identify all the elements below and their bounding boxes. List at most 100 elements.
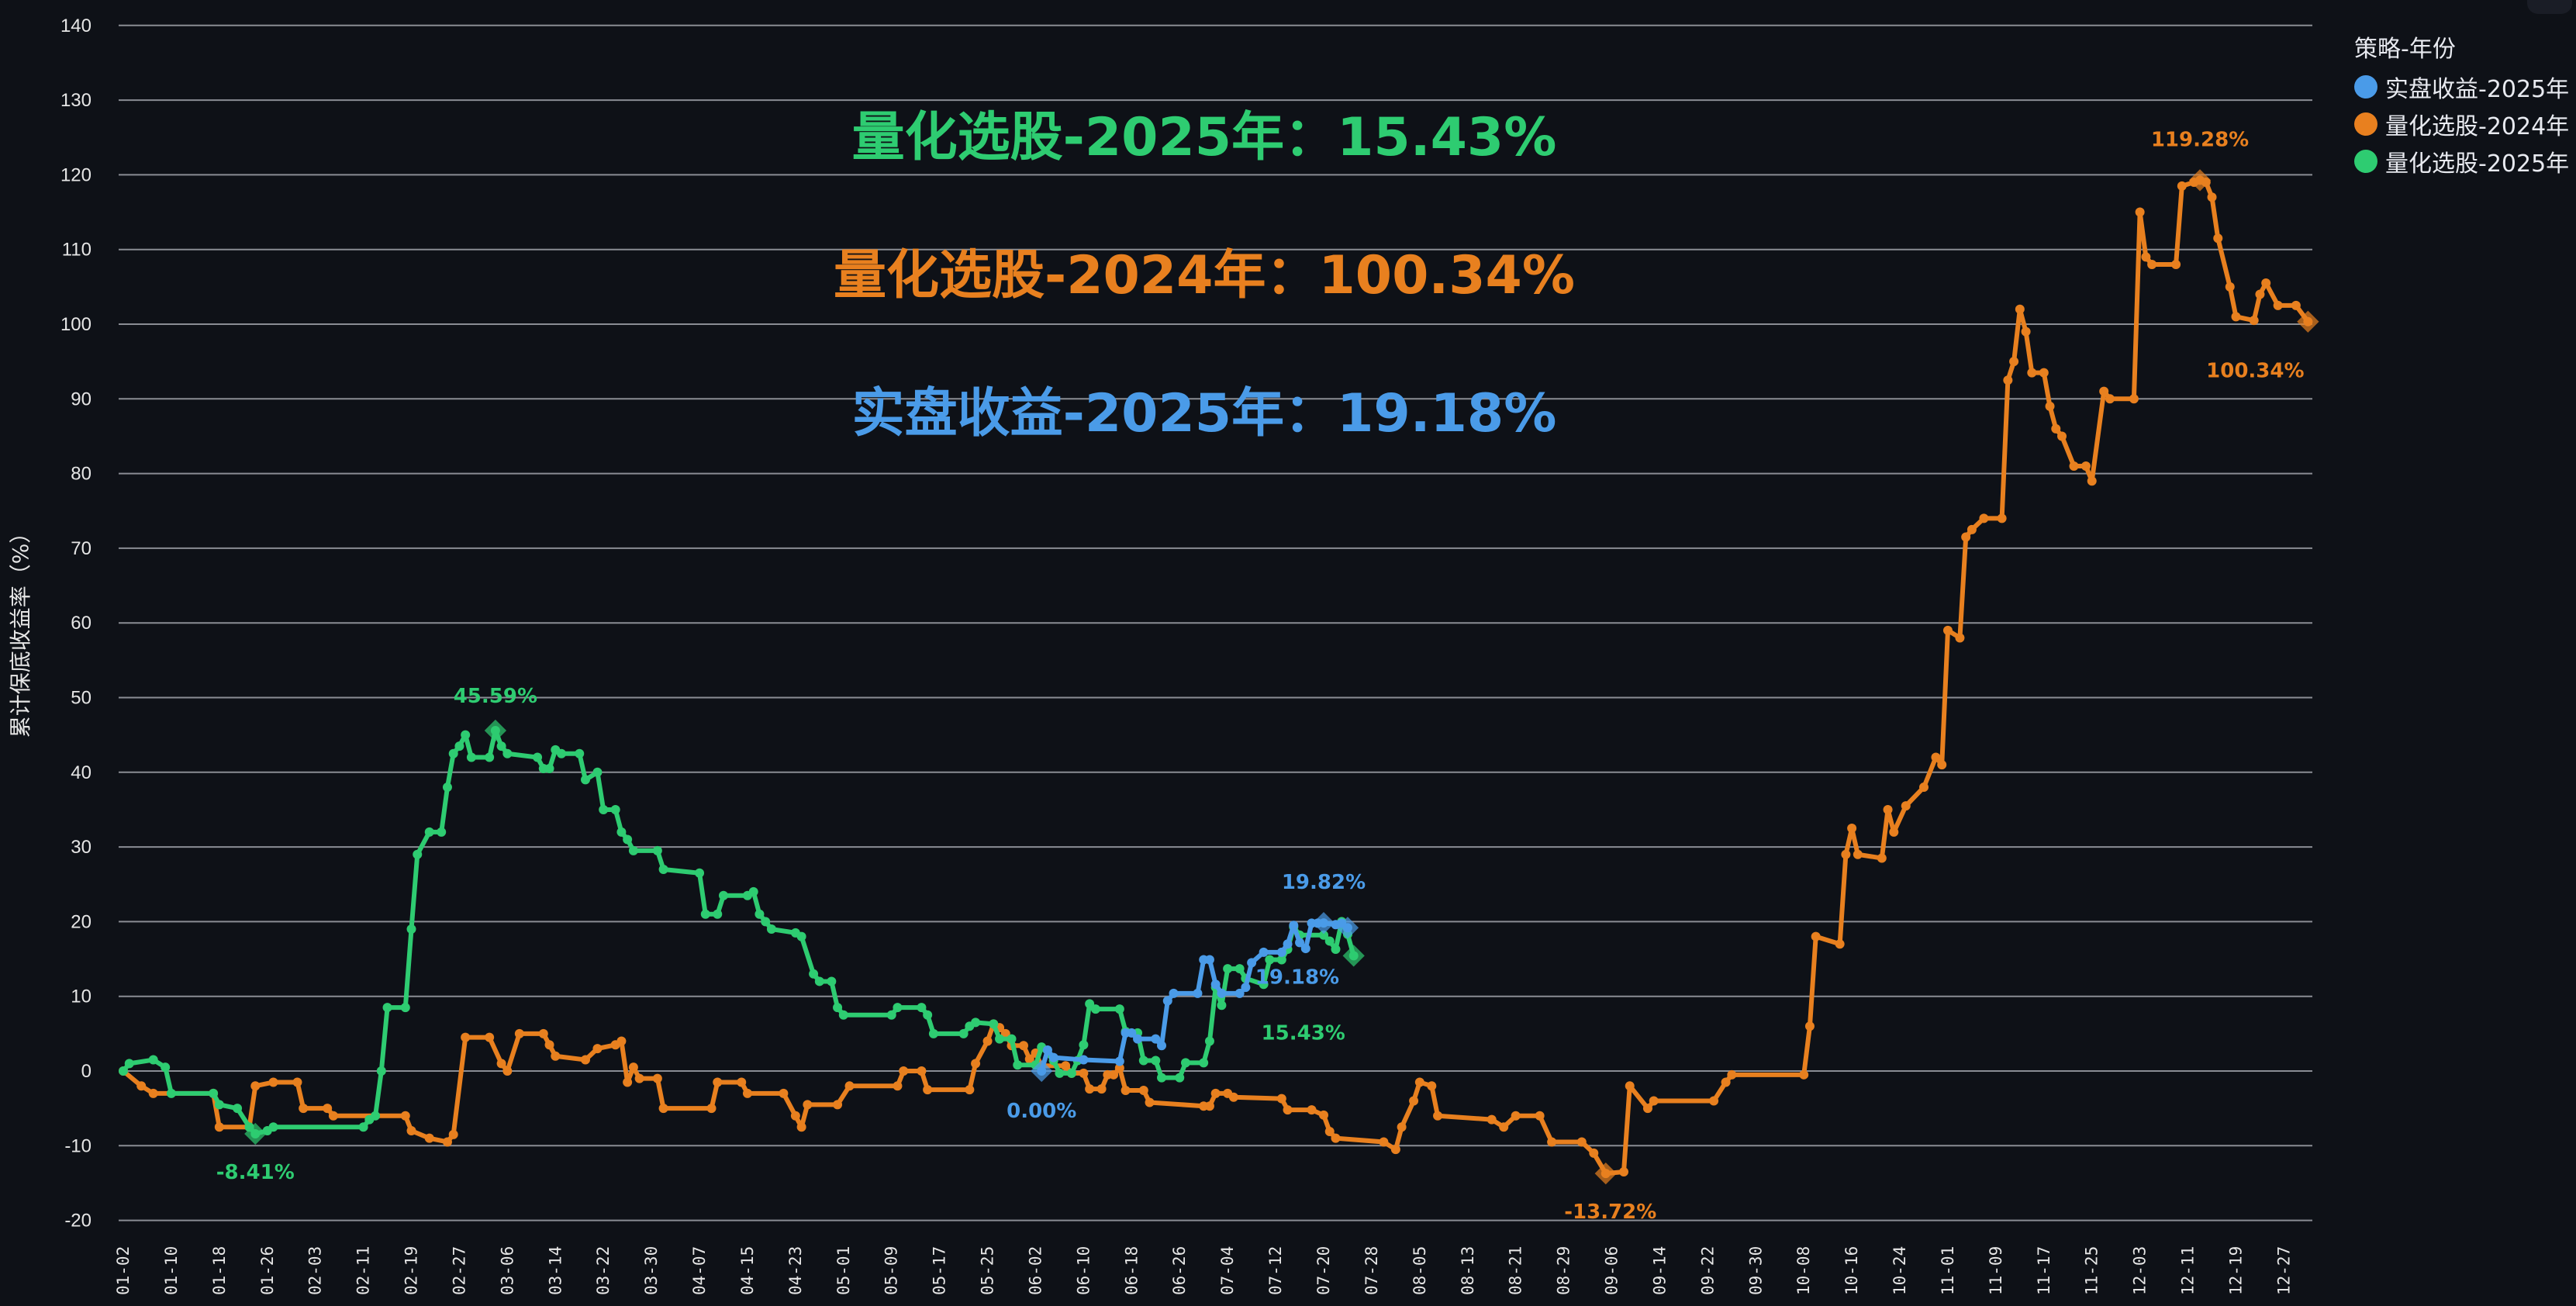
- data-point: [1931, 752, 1941, 762]
- data-point: [1019, 1041, 1028, 1051]
- data-point: [1055, 1068, 1065, 1078]
- data-point: [1619, 1167, 1628, 1177]
- data-point: [166, 1088, 176, 1098]
- y-tick-label: 130: [60, 90, 92, 111]
- data-point: [1331, 945, 1341, 955]
- legend-item-real-2025[interactable]: 实盘收益-2025年: [2354, 68, 2569, 105]
- x-tick-label: 07-12: [1266, 1246, 1285, 1295]
- diamond-marker: [244, 1122, 267, 1145]
- x-tick-label: 06-10: [1074, 1246, 1093, 1295]
- data-point: [2027, 368, 2037, 378]
- data-point: [1247, 958, 1257, 968]
- data-point: [233, 1104, 243, 1114]
- data-point: [1283, 1105, 1293, 1115]
- data-point: [292, 1077, 302, 1087]
- data-point: [1223, 964, 1233, 974]
- data-point: [424, 1133, 434, 1143]
- data-point: [1145, 1097, 1155, 1107]
- data-point: [2177, 181, 2187, 191]
- data-point: [1961, 532, 1971, 542]
- data-point: [1079, 1040, 1089, 1050]
- data-point: [1175, 1073, 1185, 1083]
- data-point: [652, 845, 662, 855]
- y-tick-label: -10: [64, 1135, 92, 1156]
- y-tick-label: 70: [71, 538, 92, 559]
- data-point: [1319, 930, 1328, 940]
- data-point: [1397, 1122, 1407, 1132]
- data-label: 45.59%: [454, 685, 537, 708]
- chart-toolbar[interactable]: [2527, 0, 2572, 14]
- data-point: [148, 1055, 158, 1065]
- data-point: [358, 1122, 368, 1132]
- data-point: [1085, 1084, 1095, 1094]
- x-tick-label: 02-19: [402, 1246, 421, 1295]
- data-point: [328, 1111, 338, 1121]
- data-point: [796, 1122, 806, 1132]
- data-point: [1204, 1036, 1214, 1046]
- data-point: [2225, 282, 2235, 292]
- data-point: [1276, 1094, 1286, 1104]
- x-tick-label: 06-26: [1170, 1246, 1189, 1295]
- data-point: [1079, 1055, 1089, 1065]
- data-point: [1511, 1111, 1521, 1121]
- data-point: [599, 804, 609, 814]
- y-tick-label: 50: [71, 688, 92, 709]
- data-point: [923, 1010, 933, 1020]
- data-point: [1228, 1092, 1238, 1102]
- diamond-marker: [2188, 169, 2212, 192]
- data-point: [1114, 1056, 1124, 1066]
- data-point: [971, 1018, 981, 1028]
- data-point: [371, 1111, 381, 1121]
- gridlines: [119, 24, 2312, 1221]
- data-point: [2141, 252, 2151, 262]
- headline-text: 量化选股-2024年：100.34%: [834, 245, 1575, 306]
- data-point: [250, 1081, 261, 1091]
- data-point: [833, 1003, 843, 1013]
- data-point: [124, 1059, 134, 1069]
- x-tick-label: 03-30: [642, 1246, 661, 1295]
- y-axis-ticks: -20 -10 0 10 20 30 40 50 60 70 80 90 100 110 120 130 140: [60, 16, 92, 1232]
- y-tick-label: 10: [71, 986, 92, 1007]
- legend-item-quant-2024[interactable]: 量化选股-2024年: [2354, 105, 2569, 143]
- data-point: [299, 1104, 309, 1114]
- data-point: [533, 752, 543, 762]
- data-point: [796, 931, 806, 941]
- data-point: [1265, 955, 1275, 965]
- data-label: 100.34%: [2206, 360, 2304, 383]
- data-point: [658, 864, 668, 874]
- data-point: [1151, 1056, 1161, 1066]
- data-point: [1841, 849, 1851, 859]
- data-point: [713, 909, 723, 919]
- data-point: [413, 849, 423, 859]
- data-point: [1709, 1096, 1719, 1106]
- data-point: [1727, 1069, 1737, 1080]
- data-point: [2003, 375, 2013, 385]
- data-point: [616, 1036, 627, 1046]
- headline-text: 实盘收益-2025年：19.18%: [852, 383, 1557, 444]
- data-point: [1162, 996, 1172, 1006]
- data-point: [1199, 1058, 1209, 1068]
- x-tick-label: 05-17: [931, 1246, 949, 1295]
- data-point: [1210, 980, 1221, 990]
- data-label: 15.43%: [1262, 1021, 1345, 1045]
- data-point: [1319, 1110, 1328, 1120]
- data-point: [1259, 980, 1269, 990]
- data-label: 119.28%: [2151, 128, 2249, 151]
- x-tick-label: 01-02: [114, 1246, 133, 1295]
- data-point: [2039, 368, 2049, 378]
- x-tick-label: 05-01: [834, 1246, 853, 1295]
- data-point: [1090, 1004, 1100, 1014]
- x-tick-label: 09-14: [1650, 1246, 1669, 1295]
- data-point: [2009, 357, 2019, 367]
- data-point: [610, 804, 620, 814]
- data-point: [514, 1028, 524, 1038]
- data-point: [136, 1081, 147, 1091]
- data-point: [1283, 939, 1293, 949]
- legend-item-quant-2025[interactable]: 量化选股-2025年: [2354, 143, 2569, 180]
- data-point: [1324, 1127, 1335, 1137]
- data-point: [1121, 1086, 1131, 1096]
- series-line: [121, 727, 1356, 1136]
- data-point: [119, 1066, 128, 1076]
- data-point: [442, 783, 452, 793]
- data-point: [899, 1066, 909, 1076]
